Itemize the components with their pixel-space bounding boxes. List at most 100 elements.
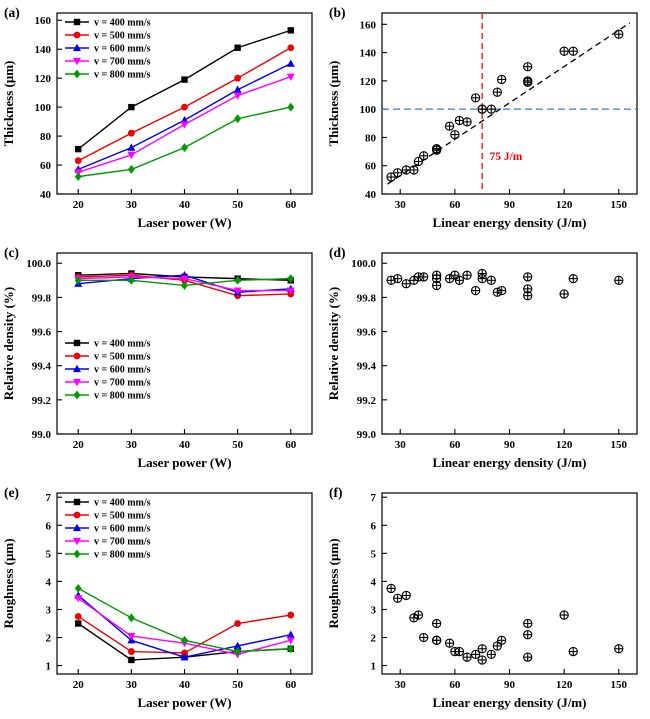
svg-text:(a): (a) [4, 5, 20, 20]
svg-text:30: 30 [126, 679, 138, 691]
svg-text:50: 50 [232, 199, 244, 211]
svg-text:150: 150 [611, 439, 628, 451]
figure-panel-a: 20 30 40 50 60 40 60 80 100 120 140 160 Laser power … [0, 0, 325, 239]
svg-text:v = 400 mm/s: v = 400 mm/s [94, 339, 151, 350]
svg-text:40: 40 [40, 189, 52, 201]
svg-text:120: 120 [556, 199, 573, 211]
svg-text:99.0: 99.0 [32, 429, 52, 441]
svg-text:100: 100 [360, 104, 377, 116]
svg-text:Relative density (%): Relative density (%) [326, 287, 341, 400]
svg-text:99.8: 99.8 [357, 292, 377, 304]
svg-text:90: 90 [504, 679, 516, 691]
svg-text:40: 40 [179, 679, 191, 691]
svg-text:3: 3 [46, 604, 52, 616]
svg-text:60: 60 [285, 439, 297, 451]
svg-text:Thickness (μm): Thickness (μm) [1, 61, 16, 147]
svg-text:5: 5 [46, 548, 52, 560]
figure-panel-e: 20 30 40 50 60 1 2 3 4 5 6 7 Laser power (W) Roughnes… [0, 480, 325, 719]
figure-panel-b: 30 60 90 120 150 40 60 80 100 120 140 160 Linear ene… [325, 0, 650, 239]
svg-text:99.6: 99.6 [357, 327, 377, 339]
chart-density-vs-power: 20 30 40 50 60 99.0 99.2 99.4 99.6 99.8 100.0 Laser… [1, 245, 313, 470]
svg-text:Roughness (μm): Roughness (μm) [326, 538, 341, 628]
svg-text:100.0: 100.0 [26, 258, 51, 270]
svg-text:(b): (b) [329, 5, 346, 20]
svg-text:(e): (e) [4, 485, 19, 500]
chart-thickness-vs-power: 20 30 40 50 60 40 60 80 100 120 140 160 Laser power … [1, 5, 313, 230]
svg-text:Relative density (%): Relative density (%) [1, 287, 16, 400]
svg-text:150: 150 [611, 199, 628, 211]
svg-text:99.4: 99.4 [32, 361, 52, 373]
svg-text:120: 120 [35, 73, 52, 85]
svg-text:v = 500 mm/s: v = 500 mm/s [94, 511, 151, 522]
svg-text:(f): (f) [329, 485, 343, 500]
svg-text:40: 40 [179, 199, 191, 211]
svg-text:v = 600 mm/s: v = 600 mm/s [94, 365, 151, 376]
svg-text:75 J/m: 75 J/m [489, 151, 522, 163]
svg-text:120: 120 [556, 679, 573, 691]
svg-text:140: 140 [35, 44, 52, 56]
chart-density-vs-energy-density: 30 60 90 120 150 99.0 99.2 99.4 99.6 99.8 100.0 Lin… [326, 245, 638, 470]
svg-text:160: 160 [360, 19, 377, 31]
svg-text:90: 90 [504, 199, 516, 211]
svg-text:20: 20 [73, 679, 85, 691]
figure-panel-d: 30 60 90 120 150 99.0 99.2 99.4 99.6 99.8 100.0 Lin… [325, 240, 650, 479]
svg-text:(d): (d) [329, 245, 346, 260]
svg-text:50: 50 [232, 679, 244, 691]
svg-text:v = 600 mm/s: v = 600 mm/s [94, 44, 151, 55]
svg-text:60: 60 [449, 679, 461, 691]
svg-text:160: 160 [35, 15, 52, 27]
svg-text:100: 100 [35, 102, 52, 114]
svg-text:v = 700 mm/s: v = 700 mm/s [94, 378, 151, 389]
svg-text:v = 700 mm/s: v = 700 mm/s [94, 57, 151, 68]
svg-text:v = 600 mm/s: v = 600 mm/s [94, 524, 151, 535]
svg-text:v = 800 mm/s: v = 800 mm/s [94, 550, 151, 561]
chart-thickness-vs-energy-density: 30 60 90 120 150 40 60 80 100 120 140 160 Linear ene… [326, 5, 638, 230]
svg-text:v = 800 mm/s: v = 800 mm/s [94, 391, 151, 402]
svg-text:80: 80 [40, 131, 52, 143]
svg-text:Linear energy density (J/m): Linear energy density (J/m) [433, 215, 587, 230]
figure-panel-f: 30 60 90 120 150 1 2 3 4 5 6 7 Linear energy density… [325, 480, 650, 719]
svg-text:20: 20 [73, 199, 85, 211]
svg-text:99.2: 99.2 [32, 395, 52, 407]
svg-text:5: 5 [371, 548, 377, 560]
svg-text:Linear energy density (J/m): Linear energy density (J/m) [433, 695, 587, 710]
svg-text:60: 60 [40, 160, 52, 172]
svg-text:4: 4 [371, 576, 377, 588]
svg-text:99.2: 99.2 [357, 395, 377, 407]
svg-text:7: 7 [46, 492, 52, 504]
svg-text:1: 1 [46, 661, 52, 673]
svg-text:Laser power (W): Laser power (W) [137, 455, 231, 470]
svg-text:99.0: 99.0 [357, 429, 377, 441]
svg-text:6: 6 [46, 520, 52, 532]
svg-text:99.4: 99.4 [357, 361, 377, 373]
svg-text:7: 7 [371, 492, 377, 504]
svg-text:99.6: 99.6 [32, 327, 52, 339]
svg-text:1: 1 [371, 661, 377, 673]
chart-roughness-vs-energy-density: 30 60 90 120 150 1 2 3 4 5 6 7 Linear energy density… [326, 485, 638, 710]
svg-text:30: 30 [395, 679, 407, 691]
svg-text:2: 2 [371, 633, 377, 645]
svg-text:20: 20 [73, 439, 85, 451]
svg-text:v = 500 mm/s: v = 500 mm/s [94, 352, 151, 363]
svg-text:120: 120 [360, 76, 377, 88]
svg-text:3: 3 [371, 604, 377, 616]
svg-text:4: 4 [46, 576, 52, 588]
svg-text:v = 700 mm/s: v = 700 mm/s [94, 537, 151, 548]
svg-text:2: 2 [46, 633, 52, 645]
svg-text:60: 60 [449, 199, 461, 211]
svg-text:90: 90 [504, 439, 516, 451]
svg-text:Laser power (W): Laser power (W) [137, 695, 231, 710]
svg-text:Thickness (μm): Thickness (μm) [326, 61, 341, 147]
svg-text:30: 30 [395, 439, 407, 451]
figure-panel-c: 20 30 40 50 60 99.0 99.2 99.4 99.6 99.8 100.0 Laser… [0, 240, 325, 479]
svg-text:v = 500 mm/s: v = 500 mm/s [94, 31, 151, 42]
svg-text:120: 120 [556, 439, 573, 451]
svg-text:100.0: 100.0 [351, 258, 376, 270]
svg-text:6: 6 [371, 520, 377, 532]
svg-text:60: 60 [285, 199, 297, 211]
svg-text:60: 60 [285, 679, 297, 691]
svg-text:150: 150 [611, 679, 628, 691]
svg-text:v = 400 mm/s: v = 400 mm/s [94, 498, 151, 509]
svg-text:50: 50 [232, 439, 244, 451]
